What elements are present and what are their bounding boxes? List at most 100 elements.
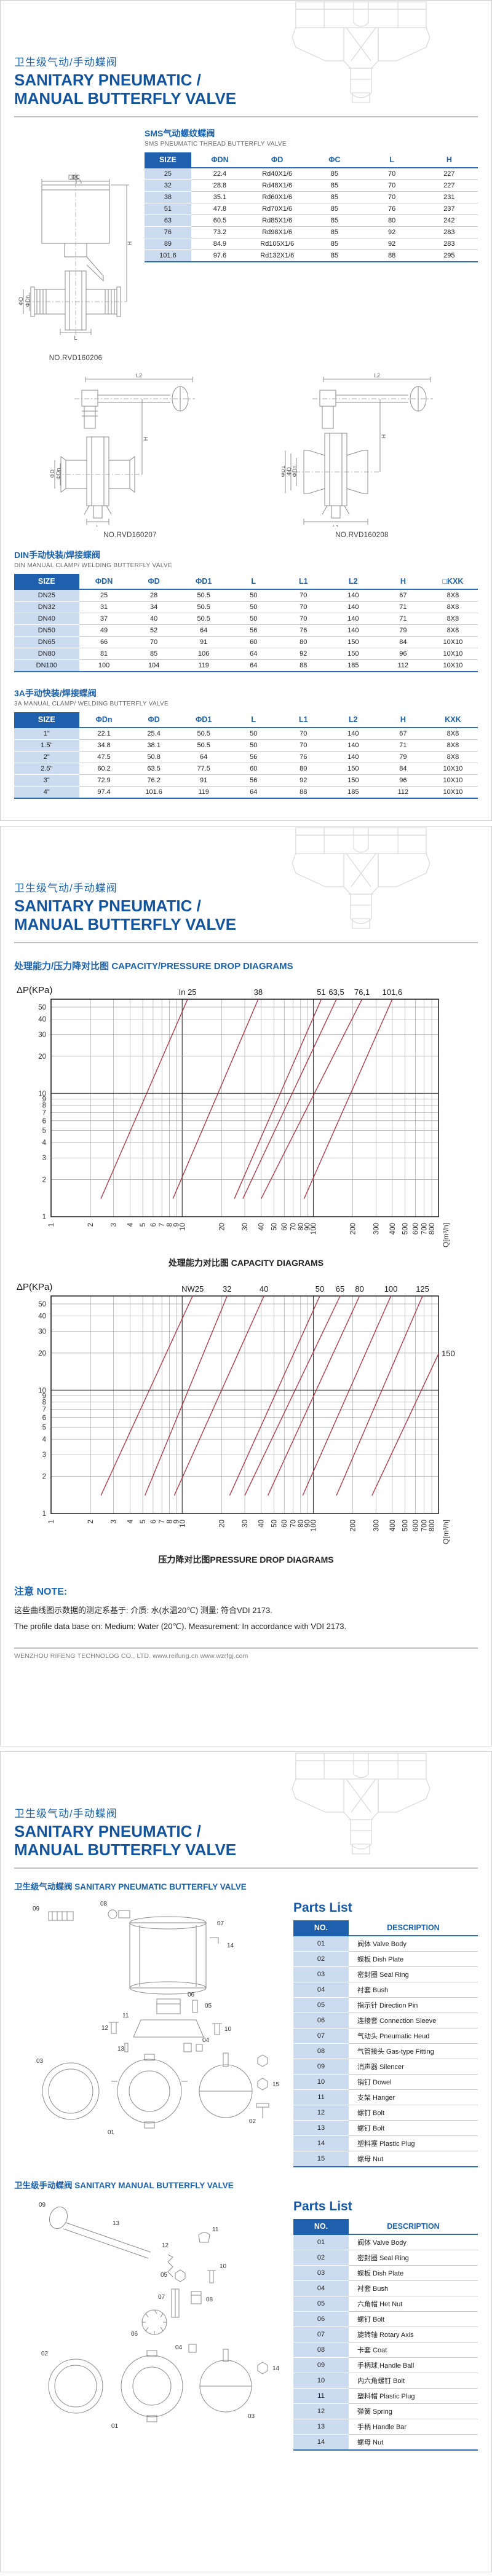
din-title-en: DIN MANUAL CLAMP/ WELDING BUTTERFLY VALV… — [14, 562, 172, 570]
callout-number: 10 — [220, 2263, 227, 2270]
pneumatic-valve-drawing-block: ΦC H ΦD ΦDn L NO.RVD160206 — [14, 124, 137, 362]
x-tick-label: 800 — [429, 1520, 436, 1531]
plot-border — [50, 1295, 439, 1515]
column-header: ΦD1 — [178, 574, 229, 591]
dim-label: ΦD — [286, 467, 292, 476]
page-title-cn: 卫生级气动/手动蝶阀 — [14, 57, 117, 68]
column-header: H — [378, 712, 428, 729]
column-header: ΦD1 — [178, 712, 229, 729]
column-header: DESCRIPTION — [349, 1920, 478, 1937]
series-label: 32 — [223, 1284, 231, 1294]
manual-clamp-valve-drawing: L2 H ΦD ΦDn L — [49, 372, 195, 530]
y-tick-label: 20 — [38, 1350, 46, 1357]
callout-number: 05 — [205, 2003, 212, 2009]
x-tick-label: 9 — [173, 1520, 180, 1523]
series-line — [172, 999, 259, 1200]
x-tick-label: 100 — [311, 1223, 318, 1235]
sms-title-en: SMS PNEUMATIC THREAD BUTTERFLY VALVE — [145, 141, 287, 148]
x-tick-label: 4 — [127, 1223, 134, 1227]
x-axis-unit-label: Q[m³/h] — [442, 1520, 450, 1544]
callout-number: 03 — [36, 2058, 44, 2065]
series-label: 63,5 — [328, 988, 344, 997]
manual-section-title: 卫生级手动蝶阀 SANITARY MANUAL BUTTERFLY VALVE — [14, 2181, 234, 2191]
x-tick-label: 8 — [167, 1520, 174, 1523]
table-row: 51 47.8 Rd70X1/6 85 76 237 — [145, 203, 478, 216]
callout-number: 12 — [162, 2242, 169, 2249]
series-label: 40 — [260, 1284, 268, 1294]
series-line — [267, 1296, 360, 1496]
callout-number: 08 — [100, 1901, 108, 1907]
x-tick-label: 5 — [140, 1520, 147, 1523]
y-tick-label: 1 — [42, 1214, 46, 1221]
callout-number: 10 — [224, 2026, 232, 2033]
table-row: 12 螺钉 Bolt — [293, 2105, 478, 2121]
series-line — [336, 1296, 423, 1496]
pressure-chart-caption: 压力降对比图PRESSURE DROP DIAGRAMS — [158, 1555, 334, 1565]
3a-title-cn: 3A手动快装/焊接蝶阀 — [14, 688, 97, 699]
plot-border — [50, 999, 439, 1218]
column-header: L2 — [328, 712, 378, 729]
table-row: 02 蝶板 Dish Plate — [293, 1951, 478, 1968]
table-row: 38 35.1 Rd60X1/6 85 70 231 — [145, 191, 478, 204]
drawing-number: NO.RVD160206 — [49, 355, 103, 363]
series-label: 101,6 — [383, 988, 403, 997]
x-tick-label: 700 — [421, 1223, 429, 1235]
callout-number: 02 — [41, 2350, 49, 2357]
callout-number: 12 — [101, 2025, 109, 2032]
parts-list-title: Parts List — [293, 2199, 352, 2214]
x-tick-label: 40 — [258, 1223, 266, 1231]
dim-label: H — [143, 437, 149, 441]
x-tick-label: 40 — [258, 1520, 266, 1528]
x-tick-label: 400 — [389, 1223, 397, 1235]
series-label: 38 — [254, 988, 263, 997]
table-row: 05 指示针 Direction Pin — [293, 1997, 478, 2014]
dim-label: ΦDn — [25, 296, 31, 307]
table-row: 15 螺母 Nut — [293, 2151, 478, 2168]
callout-number: 05 — [161, 2272, 168, 2279]
manual-parts-list: Parts List NO. DESCRIPTION 01 阀体 Valve Body… — [293, 2196, 478, 2451]
note-en: The profile data base on: Medium: Water … — [14, 1622, 347, 1632]
x-tick-label: 100 — [311, 1520, 318, 1531]
x-tick-label: 400 — [389, 1520, 397, 1531]
table-row: 13 螺钉 Bolt — [293, 2120, 478, 2137]
column-header: L — [228, 712, 279, 729]
series-line — [302, 1296, 392, 1496]
table-row: 101.6 97.6 Rd132X1/6 85 88 295 — [145, 249, 478, 263]
page-title-en: SANITARY PNEUMATIC / MANUAL BUTTERFLY VA… — [14, 1822, 478, 1859]
manual-weld-valve-drawing: L2 H ΦD1 ΦD ΦDn L1 — [280, 372, 433, 530]
drawing-number: NO.RVD160208 — [335, 532, 389, 540]
y-tick-label: 7 — [42, 1110, 46, 1117]
pneumatic-exploded-drawing: 09 08 07 14 06 05 11 12 10 13 04 03 01 0… — [33, 1901, 280, 2136]
y-tick-label: 2 — [42, 1474, 46, 1481]
table-row: DN80 81 85 106 64 92 150 96 10X10 — [14, 648, 478, 661]
y-tick-label: 40 — [38, 1016, 46, 1024]
column-header: ΦD — [129, 712, 179, 729]
table-row: 04 衬套 Bush — [293, 1982, 478, 1998]
series-line — [371, 1354, 439, 1496]
table-row: 01 阀体 Valve Body — [293, 1936, 478, 1952]
x-tick-label: 300 — [373, 1223, 380, 1235]
callout-number: 11 — [212, 2226, 219, 2233]
y-tick-label: 5 — [42, 1424, 46, 1432]
column-header: ΦDN — [79, 574, 129, 591]
table-row: 06 连接套 Connection Sleeve — [293, 2012, 478, 2029]
table-row: 07 气动头 Pneumatic Heud — [293, 2028, 478, 2044]
y-tick-label: 8 — [42, 1399, 46, 1407]
callout-number: 13 — [117, 2046, 125, 2052]
page-title-en-line2: MANUAL BUTTERFLY VALVE — [14, 89, 237, 108]
series-line — [303, 999, 393, 1200]
x-tick-label: 1 — [48, 1520, 55, 1523]
series-line — [261, 999, 363, 1200]
din-section: DIN手动快装/焊接蝶阀 DIN MANUAL CLAMP/ WELDING B… — [14, 549, 478, 673]
callout-number: 01 — [108, 2129, 115, 2136]
dim-label: L1 — [332, 524, 338, 527]
manual-exploded-view: 09 13 12 11 05 10 07 08 06 02 01 03 04 1… — [14, 2196, 293, 2444]
x-tick-label: 10 — [179, 1520, 186, 1528]
x-tick-label: 2 — [87, 1520, 95, 1523]
x-tick-label: 80 — [298, 1520, 305, 1528]
table-row: 2.5" 60.2 63.5 77.5 60 80 150 84 10X10 — [14, 763, 478, 776]
table-row: 1.5" 34.8 38.1 50.5 50 70 140 71 8X8 — [14, 739, 478, 752]
column-header: L — [363, 152, 421, 169]
series-line — [100, 999, 188, 1200]
